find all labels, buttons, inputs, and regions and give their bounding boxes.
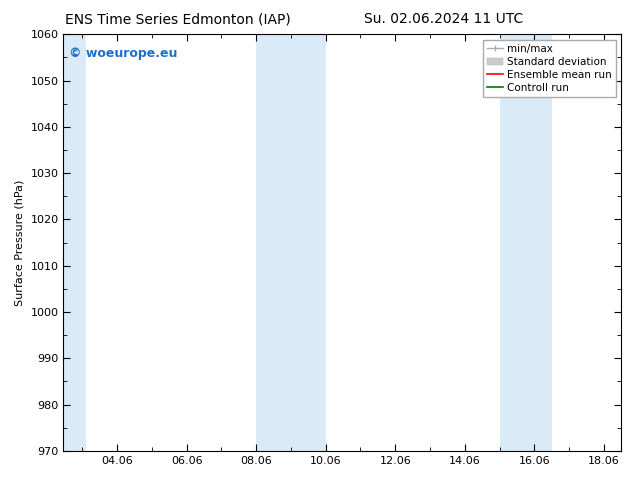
Bar: [256, 34, 326, 451]
Text: © woeurope.eu: © woeurope.eu: [69, 47, 178, 60]
Y-axis label: Surface Pressure (hPa): Surface Pressure (hPa): [15, 179, 25, 306]
Text: ENS Time Series Edmonton (IAP): ENS Time Series Edmonton (IAP): [65, 12, 290, 26]
Text: Su. 02.06.2024 11 UTC: Su. 02.06.2024 11 UTC: [364, 12, 524, 26]
Bar: [48, 34, 86, 451]
Legend: min/max, Standard deviation, Ensemble mean run, Controll run: min/max, Standard deviation, Ensemble me…: [483, 40, 616, 97]
Bar: [500, 34, 552, 451]
